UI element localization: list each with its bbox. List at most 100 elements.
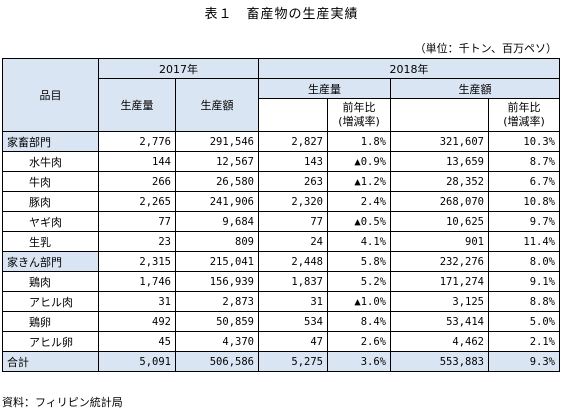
cell-2018-volume-yoy: ▲0.5% — [327, 211, 391, 232]
row-label: 豚肉 — [2, 191, 99, 212]
cell-2018-volume: 1,837 — [258, 271, 328, 292]
cell-2018-value-yoy: 5.0% — [488, 311, 560, 332]
row-label: 水牛肉 — [2, 151, 99, 172]
cell-2018-volume-yoy: 4.1% — [327, 231, 391, 252]
cell-2017-value: 291,546 — [175, 131, 259, 152]
header-2018-value-yoy: 前年比 (増減率) — [488, 98, 560, 132]
cell-2018-value-yoy: 8.7% — [488, 151, 560, 172]
row-label: 家畜部門 — [2, 131, 99, 152]
cell-2018-volume: 143 — [258, 151, 328, 172]
cell-2018-value-yoy: 9.3% — [488, 351, 560, 372]
row-label: 鶏卵 — [2, 311, 99, 332]
table-row: アヒル卵 45 4,370 47 2.6% 4,462 2.1% — [2, 331, 560, 352]
row-label: 牛肉 — [2, 171, 99, 192]
cell-2018-value: 553,883 — [390, 351, 489, 372]
table-row: 豚肉 2,265 241,906 2,320 2.4% 268,070 10.8% — [2, 191, 560, 212]
cell-2018-volume-yoy: 1.8% — [327, 131, 391, 152]
cell-2018-value-yoy: 11.4% — [488, 231, 560, 252]
header-2018-volume: 生産量 — [258, 78, 391, 99]
table-row: 家畜部門 2,776 291,546 2,827 1.8% 321,607 10.3% — [2, 131, 560, 152]
cell-2018-value-yoy: 9.7% — [488, 211, 560, 232]
cell-2018-volume-yoy: 8.4% — [327, 311, 391, 332]
cell-2018-value: 901 — [390, 231, 489, 252]
document-title: 表１ 畜産物の生産実績 — [204, 7, 359, 22]
table-row: 鶏肉 1,746 156,939 1,837 5.2% 171,274 9.1% — [2, 271, 560, 292]
table-row: 生乳 23 809 24 4.1% 901 11.4% — [2, 231, 560, 252]
cell-2017-value: 156,939 — [175, 271, 259, 292]
cell-2018-volume-yoy: 5.8% — [327, 251, 391, 272]
header-2018-volume-yoy: 前年比 (増減率) — [327, 98, 391, 132]
cell-2018-volume: 5,275 — [258, 351, 328, 372]
table-row: 家きん部門 2,315 215,041 2,448 5.8% 232,276 8.0% — [2, 251, 560, 272]
cell-2018-volume: 2,448 — [258, 251, 328, 272]
header-2017-value: 生産額 — [175, 78, 259, 132]
cell-2017-value: 241,906 — [175, 191, 259, 212]
row-label: アヒル肉 — [2, 291, 99, 312]
table-row: 牛肉 266 26,580 263 ▲1.2% 28,352 6.7% — [2, 171, 560, 192]
row-label: 鶏肉 — [2, 271, 99, 292]
source-note: 資料：フィリピン統計局 — [2, 396, 123, 409]
cell-2017-value: 26,580 — [175, 171, 259, 192]
cell-2018-value: 171,274 — [390, 271, 489, 292]
cell-2017-value: 215,041 — [175, 251, 259, 272]
cell-2017-value: 9,684 — [175, 211, 259, 232]
header-2017: 2017年 — [98, 58, 259, 79]
header-item: 品目 — [2, 58, 99, 132]
cell-2018-volume-yoy: 2.6% — [327, 331, 391, 352]
cell-2017-value: 2,873 — [175, 291, 259, 312]
cell-2017-volume: 144 — [98, 151, 176, 172]
row-label: 合計 — [2, 351, 99, 372]
table-row: ヤギ肉 77 9,684 77 ▲0.5% 10,625 9.7% — [2, 211, 560, 232]
cell-2017-value: 4,370 — [175, 331, 259, 352]
yoy-line2: (増減率) — [338, 115, 380, 128]
cell-2017-volume: 266 — [98, 171, 176, 192]
cell-2018-volume: 47 — [258, 331, 328, 352]
cell-2018-value-yoy: 8.0% — [488, 251, 560, 272]
cell-2018-value: 28,352 — [390, 171, 489, 192]
header-2018-value-blank — [390, 98, 489, 132]
yoy-line1: 前年比 — [507, 101, 541, 114]
cell-2018-volume-yoy: ▲1.2% — [327, 171, 391, 192]
cell-2017-volume: 2,776 — [98, 131, 176, 152]
cell-2017-volume: 492 — [98, 311, 176, 332]
cell-2017-volume: 31 — [98, 291, 176, 312]
cell-2018-value: 13,659 — [390, 151, 489, 172]
cell-2018-value: 232,276 — [390, 251, 489, 272]
cell-2018-volume-yoy: ▲1.0% — [327, 291, 391, 312]
cell-2017-volume: 23 — [98, 231, 176, 252]
table-row: 水牛肉 144 12,567 143 ▲0.9% 13,659 8.7% — [2, 151, 560, 172]
cell-2018-volume-yoy: 2.4% — [327, 191, 391, 212]
unit-note: （単位：千トン、百万ペソ） — [414, 42, 557, 55]
table-row: 鶏卵 492 50,859 534 8.4% 53,414 5.0% — [2, 311, 560, 332]
cell-2018-volume: 263 — [258, 171, 328, 192]
table-row: アヒル肉 31 2,873 31 ▲1.0% 3,125 8.8% — [2, 291, 560, 312]
header-2018: 2018年 — [258, 58, 560, 79]
cell-2018-value: 10,625 — [390, 211, 489, 232]
cell-2017-volume: 2,265 — [98, 191, 176, 212]
yoy-line1: 前年比 — [342, 101, 376, 114]
cell-2017-volume: 5,091 — [98, 351, 176, 372]
cell-2018-value-yoy: 2.1% — [488, 331, 560, 352]
cell-2018-volume: 534 — [258, 311, 328, 332]
cell-2018-volume: 2,320 — [258, 191, 328, 212]
cell-2018-value: 321,607 — [390, 131, 489, 152]
table-row: 合計 5,091 506,586 5,275 3.6% 553,883 9.3% — [2, 351, 560, 372]
cell-2018-value: 268,070 — [390, 191, 489, 212]
cell-2018-volume-yoy: 3.6% — [327, 351, 391, 372]
cell-2017-value: 12,567 — [175, 151, 259, 172]
row-label: 生乳 — [2, 231, 99, 252]
cell-2018-volume: 31 — [258, 291, 328, 312]
yoy-line2: (増減率) — [503, 115, 545, 128]
cell-2018-value: 4,462 — [390, 331, 489, 352]
cell-2017-value: 809 — [175, 231, 259, 252]
cell-2018-value: 53,414 — [390, 311, 489, 332]
row-label: アヒル卵 — [2, 331, 99, 352]
cell-2018-volume-yoy: ▲0.9% — [327, 151, 391, 172]
cell-2018-value-yoy: 8.8% — [488, 291, 560, 312]
header-2017-volume: 生産量 — [98, 78, 176, 132]
cell-2017-volume: 45 — [98, 331, 176, 352]
cell-2018-volume: 2,827 — [258, 131, 328, 152]
cell-2018-volume-yoy: 5.2% — [327, 271, 391, 292]
cell-2017-value: 50,859 — [175, 311, 259, 332]
cell-2017-value: 506,586 — [175, 351, 259, 372]
